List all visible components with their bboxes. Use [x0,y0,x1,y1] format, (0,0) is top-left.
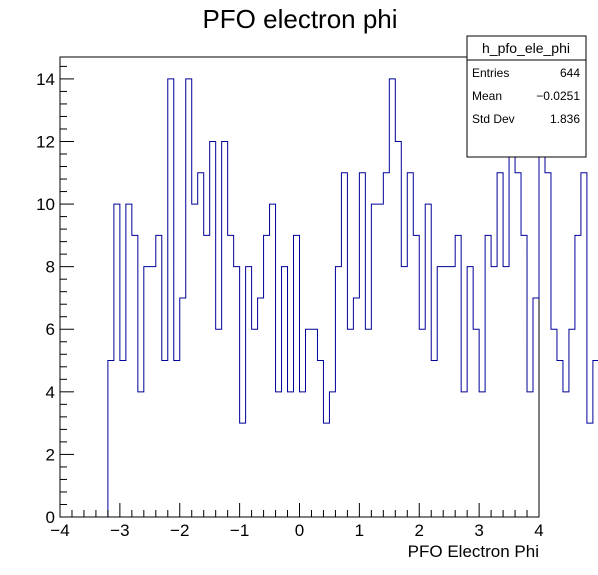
stats-stddev-label: Std Dev [472,112,515,126]
x-axis: −4 −3 −2 −1 0 1 2 3 4 [50,503,544,540]
y-tick-label: 12 [36,132,55,151]
y-tick-label: 4 [46,383,55,402]
x-tick-label: −1 [230,521,249,540]
stats-entries-value: 644 [560,66,580,80]
stats-box: h_pfo_ele_phi Entries 644 Mean −0.0251 S… [466,35,587,158]
y-tick-label: 8 [46,258,55,277]
x-tick-label: 3 [474,521,483,540]
y-axis: 0 2 4 6 8 10 12 14 [36,65,74,527]
x-tick-label: −4 [50,521,69,540]
chart-title: PFO electron phi [202,4,397,34]
x-axis-label: PFO Electron Phi [408,542,539,561]
y-tick-label: 0 [46,508,55,527]
stats-box-title: h_pfo_ele_phi [482,40,570,56]
y-tick-label: 10 [36,195,55,214]
stats-entries-label: Entries [472,66,509,80]
x-tick-label: 0 [295,521,304,540]
x-tick-label: 4 [534,521,543,540]
stats-mean-label: Mean [472,89,502,103]
stats-mean-value: −0.0251 [536,89,580,103]
histogram-step-line [107,78,598,517]
x-tick-label: −2 [170,521,189,540]
y-tick-label: 2 [46,445,55,464]
x-tick-label: 1 [355,521,364,540]
x-tick-label: −3 [110,521,129,540]
y-tick-label: 6 [46,320,55,339]
x-tick-label: 2 [415,521,424,540]
stats-box-frame [466,35,587,158]
y-tick-label: 14 [36,70,55,89]
histogram-layer [107,78,598,517]
stats-stddev-value: 1.836 [550,112,580,126]
